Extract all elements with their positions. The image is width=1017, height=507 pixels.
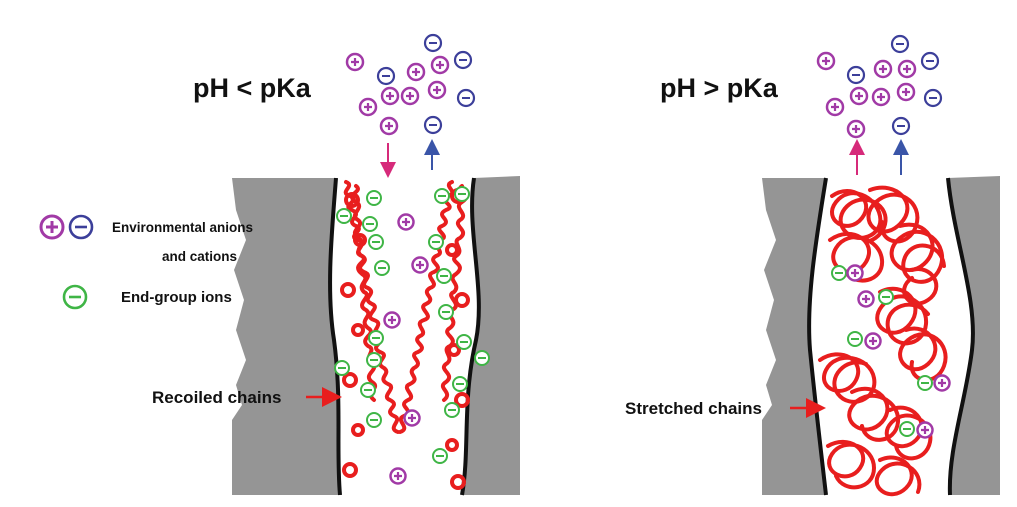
right-pore-border-right [946, 177, 975, 496]
plus-circle-icon [39, 214, 65, 240]
left-pore-cations [383, 213, 429, 485]
minus-circle-icon [890, 34, 910, 54]
plus-circle-icon [816, 51, 836, 71]
left-recoiled-chains [340, 180, 470, 490]
minus-circle-icon [452, 376, 468, 392]
right-environmental-ions [816, 34, 943, 139]
minus-circle-icon [456, 334, 472, 350]
minus-circle-icon [831, 265, 847, 281]
plus-circle-icon [916, 421, 934, 439]
plus-circle-icon [406, 62, 426, 82]
minus-circle-icon [368, 330, 384, 346]
left-chain-label: Recoiled chains [152, 388, 281, 407]
minus-circle-icon [456, 88, 476, 108]
plus-circle-icon [846, 264, 864, 282]
minus-circle-icon [423, 33, 443, 53]
right-stretched-chains [818, 185, 948, 497]
legend-environmental-label-line2: and cations [162, 249, 237, 264]
plus-circle-icon [846, 119, 866, 139]
right-ion-pairs [831, 264, 951, 439]
right-chain-label: Stretched chains [625, 399, 762, 418]
minus-circle-icon [920, 51, 940, 71]
left-end-group-ions [334, 186, 490, 464]
plus-circle-icon [871, 87, 891, 107]
plus-circle-icon [383, 311, 401, 329]
plus-circle-icon [403, 409, 421, 427]
minus-circle-icon [454, 186, 470, 202]
plus-circle-icon [358, 97, 378, 117]
right-panel-title: pH > pKa [660, 73, 779, 103]
minus-circle-icon [846, 65, 866, 85]
minus-circle-icon [474, 350, 490, 366]
minus-circle-icon [878, 289, 894, 305]
left-pore-border-right [460, 177, 481, 496]
plus-circle-icon [397, 213, 415, 231]
minus-circle-icon [423, 115, 443, 135]
legend-environmental-label-line1: Environmental anions [112, 220, 253, 235]
plus-circle-icon [389, 467, 407, 485]
minus-circle-icon [376, 66, 396, 86]
minus-circle-icon [899, 421, 915, 437]
plus-circle-icon [380, 86, 400, 106]
minus-circle-icon [434, 188, 450, 204]
plus-circle-icon [849, 86, 869, 106]
minus-circle-icon [917, 375, 933, 391]
minus-circle-icon [453, 50, 473, 70]
minus-circle-icon [68, 214, 94, 240]
minus-circle-icon [366, 352, 382, 368]
left-pore-border-left [328, 177, 342, 496]
left-pore-wall-left [232, 178, 340, 495]
left-panel: Recoiled chains pH < pKa [152, 33, 520, 496]
minus-circle-icon [436, 268, 452, 284]
minus-circle-icon [891, 116, 911, 136]
plus-circle-icon [427, 80, 447, 100]
plus-circle-icon [411, 256, 429, 274]
right-pore-border-left [807, 177, 828, 496]
plus-circle-icon [933, 374, 951, 392]
plus-circle-icon [896, 82, 916, 102]
minus-circle-icon [428, 234, 444, 250]
plus-circle-icon [873, 59, 893, 79]
minus-circle-icon [362, 216, 378, 232]
minus-circle-icon [374, 260, 390, 276]
plus-circle-icon [897, 59, 917, 79]
left-panel-title: pH < pKa [193, 73, 312, 103]
left-environmental-ions [345, 33, 476, 136]
minus-circle-icon [62, 284, 88, 310]
minus-circle-icon [334, 360, 350, 376]
minus-circle-icon [432, 448, 448, 464]
plus-circle-icon [825, 97, 845, 117]
legend: Environmental anions and cations End-gro… [39, 214, 253, 310]
minus-circle-icon [336, 208, 352, 224]
minus-circle-icon [444, 402, 460, 418]
plus-circle-icon [430, 55, 450, 75]
plus-circle-icon [857, 290, 875, 308]
right-panel: Stretched chains pH > pKa [625, 34, 1000, 497]
minus-circle-icon [923, 88, 943, 108]
minus-circle-icon [368, 234, 384, 250]
minus-circle-icon [847, 331, 863, 347]
minus-circle-icon [366, 190, 382, 206]
minus-circle-icon [366, 412, 382, 428]
plus-circle-icon [400, 86, 420, 106]
plus-circle-icon [864, 332, 882, 350]
minus-circle-icon [438, 304, 454, 320]
plus-circle-icon [379, 116, 399, 136]
plus-circle-icon [345, 52, 365, 72]
minus-circle-icon [360, 382, 376, 398]
right-pore-wall-left [762, 178, 826, 495]
legend-end-group-label: End-group ions [121, 289, 232, 306]
